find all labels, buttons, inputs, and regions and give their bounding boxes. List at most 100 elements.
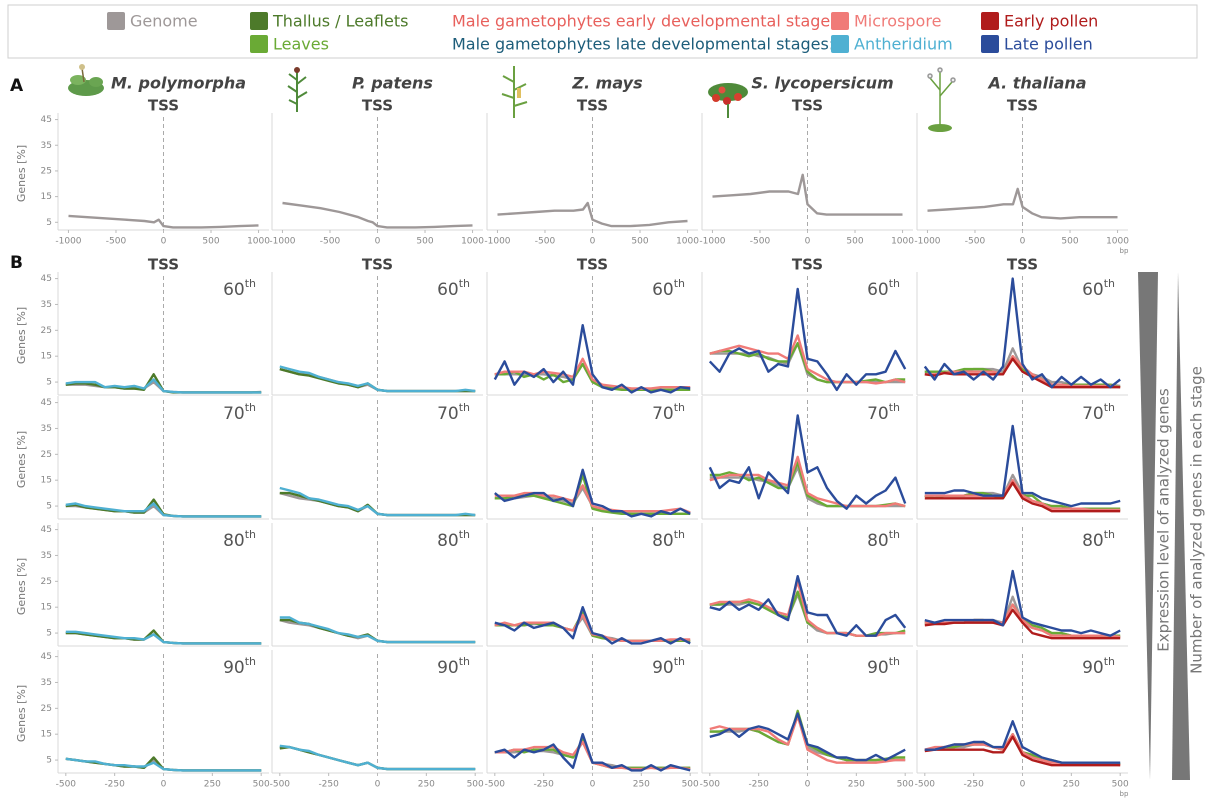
y-tick-label: 45 xyxy=(41,115,52,125)
x-tick-label: 250 xyxy=(1063,780,1080,790)
y-tick-label: 15 xyxy=(41,730,52,740)
x-tick-label: 0 xyxy=(805,237,811,247)
y-axis-label: Genes [%] xyxy=(15,307,28,364)
x-tick-label: 500 xyxy=(202,237,219,247)
percentile-value: 60 xyxy=(437,280,459,300)
panel-label: A xyxy=(10,76,24,96)
y-tick-label: 35 xyxy=(41,141,52,151)
y-tick-label: 15 xyxy=(41,603,52,613)
x-tick-label: 500 xyxy=(631,237,648,247)
x-tick-label: 0 xyxy=(1020,780,1026,790)
line-chart: 70th xyxy=(272,396,483,519)
x-tick-label: -500 xyxy=(535,237,556,247)
x-tick-label: -500 xyxy=(750,237,771,247)
tss-label: TSS xyxy=(577,97,608,115)
legend-header: Male gametophytes late developmental sta… xyxy=(452,35,834,54)
percentile-value: 60 xyxy=(223,280,245,300)
y-tick-label: 5 xyxy=(46,502,52,512)
x-axis-label: bp xyxy=(1120,247,1129,255)
x-tick-label: -1000 xyxy=(269,237,295,247)
line-chart: 80th xyxy=(917,523,1128,646)
x-tick-label: 0 xyxy=(1020,237,1026,247)
x-tick-label: 500 xyxy=(416,237,433,247)
y-tick-label: 5 xyxy=(46,756,52,766)
plant-icon xyxy=(928,68,955,132)
percentile-label: 90th xyxy=(652,655,685,678)
percentile-label: 80th xyxy=(437,528,470,551)
x-tick-label: 0 xyxy=(375,780,381,790)
percentile-label: 70th xyxy=(1082,401,1115,424)
y-tick-label: 45 xyxy=(41,525,52,535)
line-chart: 80th xyxy=(272,523,483,646)
percentile-value: 60 xyxy=(652,280,674,300)
x-tick-label: -250 xyxy=(963,780,984,790)
percentile-label: 80th xyxy=(1082,528,1115,551)
plant-icon xyxy=(288,67,307,112)
legend-label: Genome xyxy=(130,12,198,31)
x-tick-label: 1000 xyxy=(676,237,699,247)
plant-icon xyxy=(502,66,527,118)
percentile-value: 70 xyxy=(223,404,245,424)
x-tick-label: -500 xyxy=(106,237,127,247)
y-axis-label: Genes [%] xyxy=(15,431,28,488)
y-tick-label: 35 xyxy=(41,300,52,310)
x-tick-label: -250 xyxy=(104,780,125,790)
legend-swatch xyxy=(981,12,999,30)
tss-label: TSS xyxy=(792,97,823,115)
x-tick-label: -1000 xyxy=(914,237,940,247)
plant-icon xyxy=(68,64,104,96)
percentile-label: 80th xyxy=(223,528,256,551)
legend-swatch xyxy=(250,12,268,30)
percentile-suffix: th xyxy=(1104,401,1115,414)
percentile-suffix: th xyxy=(459,528,470,541)
percentile-suffix: th xyxy=(245,528,256,541)
x-tick-label: 0 xyxy=(805,780,811,790)
percentile-suffix: th xyxy=(459,401,470,414)
tss-label: TSS xyxy=(148,97,179,115)
x-tick-label: -500 xyxy=(915,780,936,790)
percentile-value: 60 xyxy=(1082,280,1104,300)
legend-swatch xyxy=(981,35,999,53)
x-tick-label: 0 xyxy=(161,237,167,247)
panel-label: B xyxy=(10,253,23,273)
x-tick-label: 250 xyxy=(848,780,865,790)
percentile-suffix: th xyxy=(889,277,900,290)
y-tick-label: 15 xyxy=(41,476,52,486)
x-tick-label: -250 xyxy=(748,780,769,790)
tss-label: TSS xyxy=(1007,256,1038,274)
legend-swatch xyxy=(250,35,268,53)
percentile-suffix: th xyxy=(674,528,685,541)
y-tick-label: 45 xyxy=(41,274,52,284)
y-tick-label: 5 xyxy=(46,378,52,388)
x-tick-label: -500 xyxy=(700,780,721,790)
percentile-value: 80 xyxy=(437,531,459,551)
percentile-label: 90th xyxy=(1082,655,1115,678)
percentile-suffix: th xyxy=(245,401,256,414)
y-tick-label: 35 xyxy=(41,424,52,434)
line-chart: 80th xyxy=(487,523,698,646)
x-tick-label: -500 xyxy=(485,780,506,790)
percentile-label: 70th xyxy=(437,401,470,424)
y-tick-label: 35 xyxy=(41,678,52,688)
page: Male gametophytes early developmental st… xyxy=(0,0,1205,802)
percentile-value: 90 xyxy=(437,658,459,678)
percentile-label: 60th xyxy=(652,277,685,300)
y-tick-label: 15 xyxy=(41,192,52,202)
percentile-value: 80 xyxy=(867,531,889,551)
y-tick-label: 5 xyxy=(46,218,52,228)
tss-label: TSS xyxy=(792,256,823,274)
tss-label: TSS xyxy=(1007,97,1038,115)
side-label: Number of analyzed genes in each stage xyxy=(1188,366,1205,674)
x-tick-label: 500 xyxy=(897,780,914,790)
chart-title: P. patens xyxy=(352,74,433,93)
percentile-suffix: th xyxy=(889,528,900,541)
y-tick-label: 25 xyxy=(41,450,52,460)
